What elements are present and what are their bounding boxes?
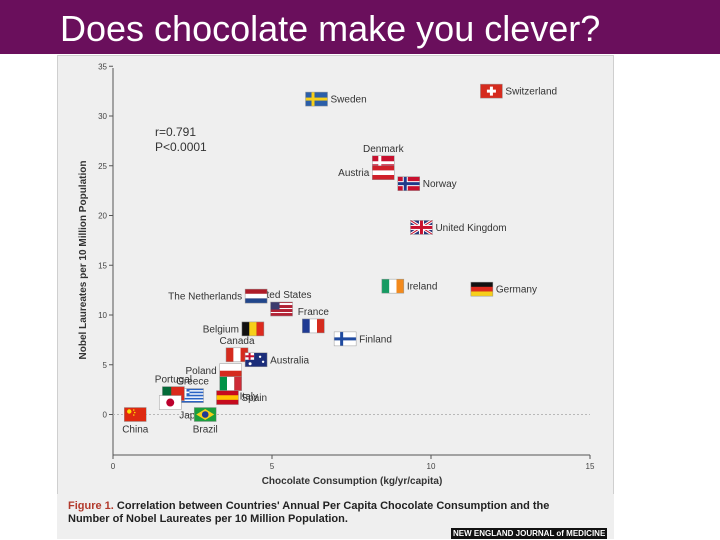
point-label: Italy	[240, 392, 258, 403]
y-tick-label: 0	[103, 411, 108, 420]
point-label: Germany	[496, 285, 537, 296]
journal-logo: NEW ENGLAND JOURNAL of MEDICINE	[451, 528, 608, 539]
point-label: China	[122, 425, 149, 436]
data-point-canada: Canada	[220, 336, 255, 363]
y-tick-label: 25	[98, 162, 107, 171]
flag-italy	[219, 376, 242, 391]
flag-belgium	[241, 321, 265, 337]
data-point-greece: Greece	[176, 377, 209, 403]
data-point-australia: Australia	[244, 352, 309, 368]
data-point-poland: Poland	[186, 363, 242, 378]
y-tick-label: 15	[98, 261, 107, 270]
point-label: Norway	[423, 179, 457, 190]
flag-brazil	[193, 407, 217, 422]
figure-caption-text: Correlation between Countries' Annual Pe…	[68, 500, 550, 525]
point-label: Sweden	[331, 95, 367, 106]
chart-points: Switzerland Sweden Denmark Austria Norway Uni…	[122, 83, 557, 436]
x-axis-title: Chocolate Consumption (kg/yr/capita)	[262, 476, 443, 487]
point-label: Austria	[338, 168, 370, 179]
y-tick-label: 30	[98, 112, 107, 121]
data-point-japan: Japan	[158, 395, 206, 422]
point-label: United Kingdom	[435, 223, 506, 234]
y-tick-label: 10	[98, 311, 107, 320]
flag-france	[302, 318, 325, 334]
point-label: Switzerland	[505, 87, 557, 98]
chart-axes: 0 5 10 15 20 25 30 35 0 5 10 15 Chocolate Consumptio…	[78, 62, 595, 487]
flag-the-netherlands	[244, 288, 268, 304]
flag-japan	[158, 395, 182, 410]
flag-greece	[181, 388, 204, 403]
point-label: Finland	[359, 334, 392, 345]
x-tick-label: 5	[270, 462, 275, 471]
data-point-france: France	[298, 307, 330, 334]
data-point-united-kingdom: United Kingdom	[409, 219, 507, 236]
title-bar	[0, 0, 720, 54]
figure-caption: Figure 1. Correlation between Countries'…	[68, 500, 568, 526]
flag-spain	[216, 390, 239, 405]
x-tick-label: 0	[111, 462, 116, 471]
figure-panel	[57, 55, 614, 539]
flag-sweden	[305, 91, 328, 107]
flag-ireland	[381, 278, 405, 294]
data-point-italy: Italy	[219, 376, 258, 403]
point-label: Japan	[179, 411, 206, 422]
correlation-r-annotation: r=0.791	[155, 125, 196, 139]
point-label: Belgium	[203, 324, 239, 335]
data-point-united-states: United States	[252, 290, 312, 317]
data-point-switzerland: Switzerland	[480, 83, 557, 99]
point-label: France	[298, 307, 330, 318]
data-point-sweden: Sweden	[305, 91, 367, 107]
p-value-annotation: P<0.0001	[155, 140, 207, 154]
flag-australia	[244, 352, 268, 368]
slide-title: Does chocolate make you clever?	[60, 8, 601, 49]
flag-united-states	[270, 301, 293, 317]
y-tick-label: 20	[98, 212, 107, 221]
point-label: Brazil	[193, 425, 218, 436]
flag-switzerland	[480, 83, 503, 99]
point-label: Denmark	[363, 144, 405, 155]
data-point-finland: Finland	[333, 331, 392, 347]
point-label: Canada	[220, 336, 255, 347]
flag-finland	[333, 331, 357, 347]
flag-germany	[470, 281, 494, 297]
point-label: United States	[252, 290, 312, 301]
flag-norway	[397, 176, 420, 191]
data-point-belgium: Belgium	[203, 321, 265, 337]
flag-poland	[219, 363, 242, 378]
x-tick-label: 10	[427, 462, 436, 471]
data-point-china: China	[122, 407, 149, 436]
point-label: Australia	[270, 355, 309, 366]
y-tick-label: 5	[103, 361, 108, 370]
point-label: The Netherlands	[168, 292, 242, 303]
data-point-brazil: Brazil	[193, 407, 218, 436]
y-tick-label: 35	[98, 62, 107, 71]
x-tick-label: 15	[586, 462, 595, 471]
figure-label: Figure 1.	[68, 500, 114, 512]
data-point-austria: Austria	[338, 165, 395, 180]
flag-canada	[225, 347, 249, 363]
data-point-ireland: Ireland	[381, 278, 438, 294]
flag-united-kingdom	[409, 219, 434, 236]
data-point-spain: Spain	[216, 390, 267, 405]
point-label: Spain	[241, 393, 267, 404]
point-label: Greece	[176, 377, 209, 388]
data-point-germany: Germany	[470, 281, 537, 297]
flag-china	[124, 407, 147, 422]
point-label: Portugal	[155, 375, 192, 386]
flag-austria	[372, 165, 395, 180]
point-label: Poland	[186, 366, 217, 377]
point-label: Ireland	[407, 282, 438, 293]
data-point-norway: Norway	[397, 176, 457, 191]
y-axis-title: Nobel Laureates per 10 Million Populatio…	[78, 161, 89, 360]
data-point-the-netherlands: The Netherlands	[168, 288, 268, 304]
